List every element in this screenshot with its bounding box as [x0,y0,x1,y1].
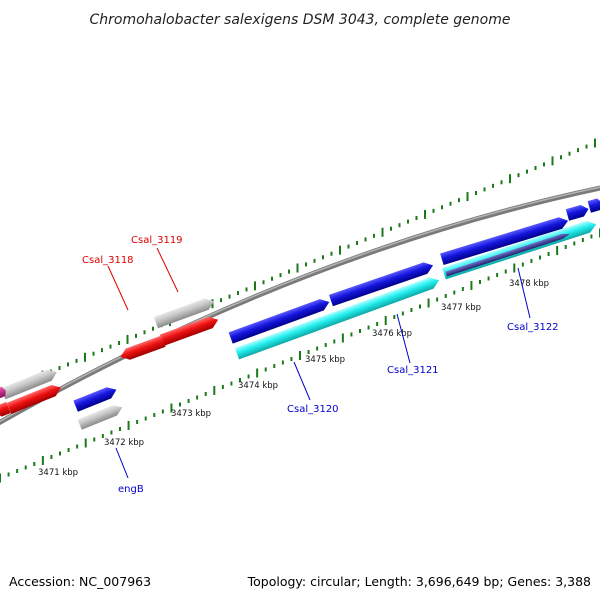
callout-line-csal-3122 [517,267,531,319]
scale-label-3472: 3472 kbp [104,438,144,448]
gene-magenta-edge[interactable] [0,386,8,399]
gene-label-engb[interactable]: engB [118,484,144,495]
scale-label-3474: 3474 kbp [238,381,278,391]
gene-features [0,197,600,430]
accession-text: Accession: NC_007963 [9,574,151,589]
gene-label-csal-3120[interactable]: Csal_3120 [287,404,339,415]
gene-csal-3122-band[interactable] [445,232,570,277]
scale-label-3471: 3471 kbp [38,468,78,478]
callout-line-csal-3118 [107,265,129,311]
gene-label-csal-3119[interactable]: Csal_3119 [131,235,183,246]
gene-blue-2[interactable] [328,260,435,307]
gene-csal-3120-cyan[interactable] [234,275,441,360]
callout-line-engb [115,447,129,479]
gene-csal-3119-red[interactable] [159,314,220,346]
gene-csal-3118-red[interactable] [118,335,166,362]
gene-blue-3[interactable] [440,215,570,266]
gene-red-edge[interactable] [0,401,11,418]
scale-label-3477: 3477 kbp [441,303,481,313]
gene-label-csal-3121[interactable]: Csal_3121 [387,365,439,376]
gene-red-left[interactable] [6,382,63,415]
genome-backbone [0,185,600,426]
scale-label-3478: 3478 kbp [509,279,549,289]
gene-blue-5[interactable] [587,197,600,213]
topology-summary: Topology: circular; Length: 3,696,649 bp… [247,574,591,589]
gene-blue-4[interactable] [565,203,590,221]
gene-engb-region-gray[interactable] [77,402,125,430]
tick-track-upper [0,138,596,398]
callout-line-csal-3121 [396,313,411,364]
tick-track-lower [0,228,600,483]
genome-backbone-highlight [0,186,600,423]
gene-gray-left[interactable] [0,367,59,400]
callout-line-csal-3119 [156,247,179,293]
scale-label-3475: 3475 kbp [305,355,345,365]
callout-line-csal-3120 [293,361,311,401]
gene-csal-3119-gray[interactable] [153,296,216,329]
scale-label-3473: 3473 kbp [171,409,211,419]
gene-blue-1[interactable] [228,296,332,344]
gene-label-csal-3122[interactable]: Csal_3122 [507,322,559,333]
scale-label-3476: 3476 kbp [372,329,412,339]
map-title: Chromohalobacter salexigens DSM 3043, co… [90,12,511,28]
gene-label-csal-3118[interactable]: Csal_3118 [82,255,134,266]
gene-engb-blue[interactable] [73,384,118,412]
